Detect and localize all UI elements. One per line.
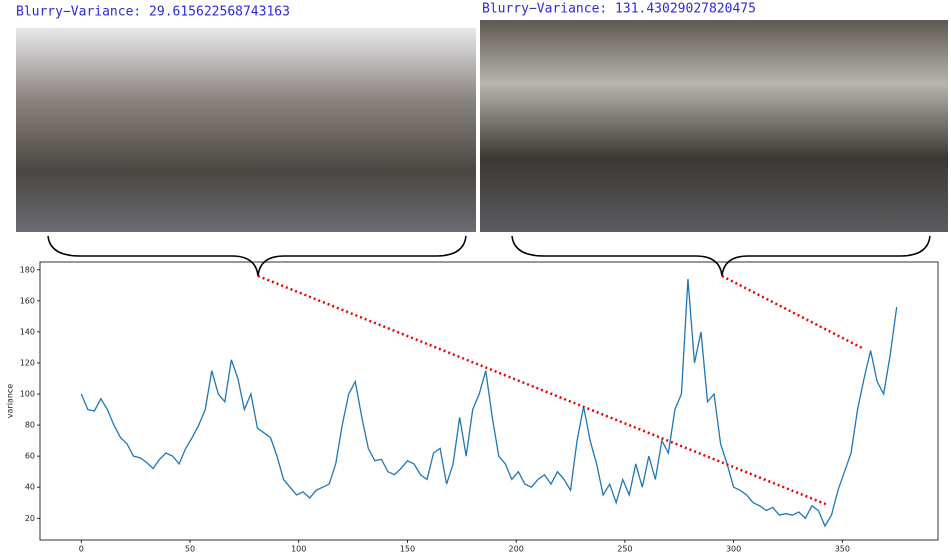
data-line: [80, 279, 898, 528]
y-tick-label: 140: [20, 327, 35, 336]
y-tick-label: 160: [20, 296, 35, 305]
y-axis-label: variance: [6, 384, 15, 419]
x-tick-label: 0: [79, 545, 84, 554]
y-tick-label: 40: [25, 483, 35, 492]
photo-blurry: [16, 28, 476, 232]
bracket: [47, 235, 467, 277]
plot-frame: [39, 261, 939, 541]
y-tick-label: 180: [20, 265, 35, 274]
connector: [257, 274, 829, 507]
connector: [721, 274, 863, 350]
y-tick-label: 20: [25, 514, 35, 523]
x-tick-label: 50: [185, 545, 195, 554]
x-tick-label: 350: [835, 545, 850, 554]
x-tick-label: 100: [291, 545, 306, 554]
annotation: Blurry−Variance: 131.43029027820475: [482, 2, 756, 17]
y-tick-label: 100: [20, 390, 35, 399]
bracket: [511, 235, 931, 277]
x-tick-label: 200: [509, 545, 524, 554]
x-tick-label: 300: [726, 545, 741, 554]
y-tick-label: 80: [25, 421, 35, 430]
x-tick-label: 250: [617, 545, 632, 554]
photo-sharp: [480, 20, 948, 232]
y-tick-label: 120: [20, 358, 35, 367]
annotation: Blurry−Variance: 29.615622568743163: [16, 5, 290, 20]
y-tick-label: 60: [25, 452, 35, 461]
x-tick-label: 150: [400, 545, 415, 554]
